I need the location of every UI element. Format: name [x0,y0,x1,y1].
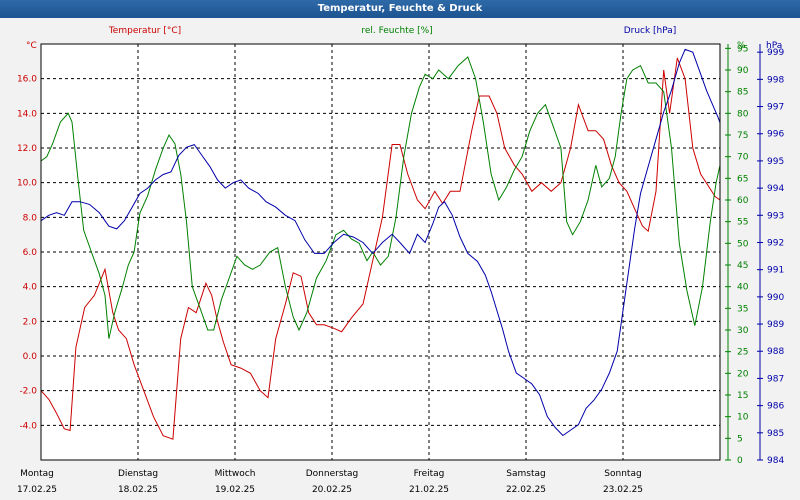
day-weekday-label: Freitag [414,469,445,479]
humidity-tick-label: 10 [737,413,749,423]
day-date-label: 19.02.25 [215,485,255,495]
humidity-tick-label: 95 [737,44,748,54]
humidity-tick-label: 85 [737,88,748,98]
temperature-tick-label: 14.0 [17,109,37,119]
grid-lines [41,44,721,460]
plot-frame [40,43,721,461]
temperature-axis-title: Temperatur [°C] [108,26,181,36]
pressure-axis-title: Druck [hPa] [624,26,677,36]
day-weekday-label: Sonntag [604,469,641,479]
temperature-tick-label: 6.0 [23,248,38,258]
pressure-tick-label: 989 [767,320,784,330]
day-weekday-label: Dienstag [118,469,158,479]
humidity-tick-label: 80 [737,109,749,119]
day-date-label: 21.02.25 [409,485,449,495]
humidity-axis-title: rel. Feuchte [%] [361,26,432,36]
temperature-tick-label: 10.0 [17,179,37,189]
humidity-tick-label: 40 [737,283,749,293]
humidity-tick-label: 75 [737,131,748,141]
temperature-tick-label: -4.0 [19,421,37,431]
pressure-tick-label: 987 [767,374,784,384]
temperature-tick-label: 12.0 [17,144,37,154]
pressure-tick-label: 985 [767,429,784,439]
pressure-tick-label: 993 [767,211,784,221]
humidity-tick-label: 20 [737,369,749,379]
humidity-unit-label: % [737,41,746,51]
temperature-tick-label: 8.0 [23,213,38,223]
pressure-unit-label: hPa [766,41,782,51]
pressure-tick-label: 986 [767,402,784,412]
window-title: Temperatur, Feuchte & Druck [317,3,483,14]
humidity-tick-label: 0 [737,456,743,466]
humidity-tick-label: 90 [737,66,749,76]
temperature-unit-label: °C [26,41,37,51]
day-date-label: 20.02.25 [312,485,352,495]
pressure-tick-label: 996 [767,130,784,140]
axes-layer: -4.0 -2.0 0.0 2.0 4.0 6.0 8.0 10.0 12.0 14.0 16.0 °… [17,26,784,495]
pressure-tick-label: 992 [767,238,784,248]
temperature-tick-label: 4.0 [23,283,38,293]
pressure-tick-label: 994 [767,184,784,194]
humidity-tick-label: 35 [737,304,748,314]
pressure-tick-label: 999 [767,48,784,58]
humidity-tick-label: 50 [737,239,749,249]
series-layer [40,48,721,440]
pressure-tick-label: 991 [767,266,784,276]
day-weekday-label: Mittwoch [215,469,256,479]
humidity-tick-label: 60 [737,196,749,206]
humidity-tick-label: 25 [737,348,748,358]
temperature-tick-label: 16.0 [17,75,37,85]
series-line-humidity [40,56,721,339]
pressure-tick-label: 995 [767,157,784,167]
pressure-tick-label: 988 [767,347,784,357]
pressure-tick-label: 997 [767,103,784,113]
pressure-tick-label: 990 [767,293,784,303]
pressure-tick-label: 998 [767,75,784,85]
day-weekday-label: Donnerstag [306,469,359,479]
humidity-tick-label: 30 [737,326,749,336]
humidity-tick-label: 65 [737,174,748,184]
day-date-label: 18.02.25 [118,485,158,495]
window-title-bar[interactable]: Temperatur, Feuchte & Druck [0,0,800,18]
temperature-tick-label: -2.0 [19,387,37,397]
day-date-label: 22.02.25 [506,485,546,495]
pressure-tick-label: 984 [767,456,784,466]
temperature-tick-label: 2.0 [23,317,38,327]
humidity-tick-label: 45 [737,261,748,271]
humidity-tick-label: 5 [737,434,743,444]
temperature-tick-label: 0.0 [23,352,38,362]
humidity-tick-label: 15 [737,391,748,401]
day-date-label: 23.02.25 [603,485,643,495]
day-date-label: 17.02.25 [17,485,57,495]
humidity-tick-label: 55 [737,218,748,228]
day-weekday-label: Montag [20,469,54,479]
series-line-pressure [40,48,721,437]
series-line-temperature [40,57,721,440]
day-weekday-label: Samstag [506,469,545,479]
humidity-tick-label: 70 [737,153,749,163]
